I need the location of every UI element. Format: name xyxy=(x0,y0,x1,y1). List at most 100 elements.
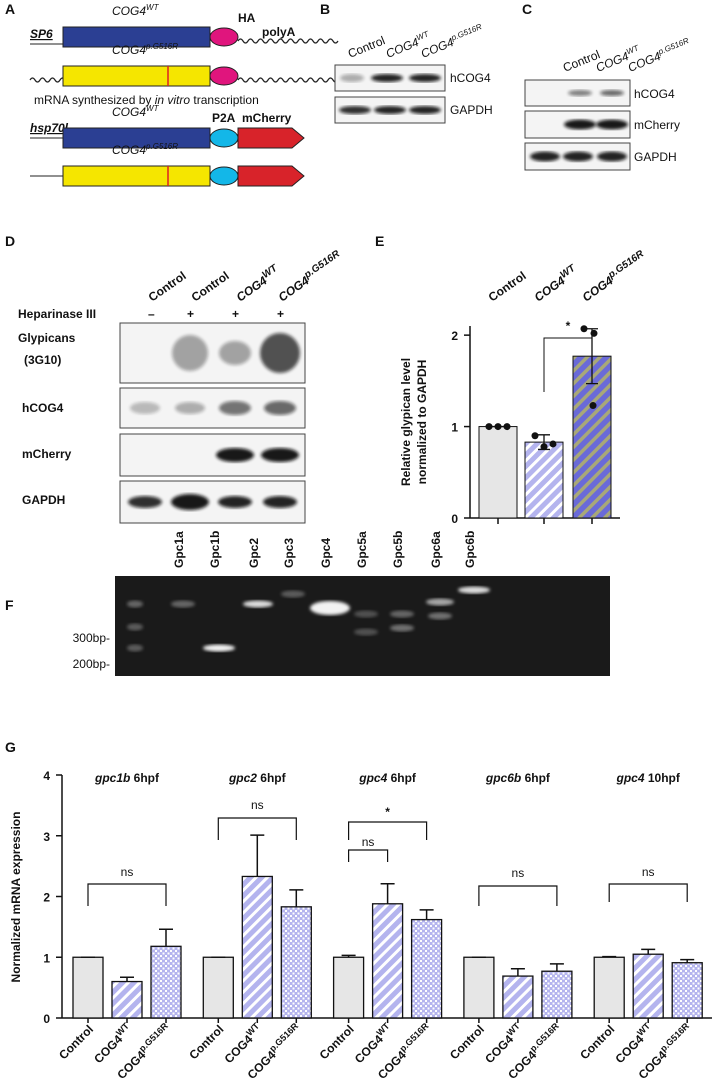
gene-label: COG4WT xyxy=(112,3,160,18)
y-tick-label: 1 xyxy=(43,951,50,965)
text-part: p.G516R xyxy=(137,1020,170,1053)
text-part: Control xyxy=(146,269,189,305)
error-bar xyxy=(380,882,395,904)
bar xyxy=(632,953,664,1019)
band xyxy=(600,90,624,96)
y-tick-label: 2 xyxy=(43,891,50,905)
panel-label: E xyxy=(375,233,384,249)
row-label: (3G10) xyxy=(24,353,61,367)
gel-band xyxy=(127,644,143,652)
error-bar xyxy=(419,909,434,920)
error-bar xyxy=(602,955,617,958)
reporter-arrow xyxy=(237,127,305,149)
gel-band xyxy=(127,600,143,608)
y-axis-label: Relative glypican level xyxy=(399,358,413,486)
text-part: COG4 xyxy=(112,143,146,157)
band xyxy=(339,106,371,114)
band xyxy=(172,335,208,371)
sig-bracket xyxy=(348,849,389,862)
row-label: GAPDH xyxy=(22,493,65,507)
treatment-mark: – xyxy=(148,307,155,321)
lane-label: COG4p.G516R xyxy=(626,36,693,75)
caption: mRNA synthesized by in vitro transcripti… xyxy=(34,93,259,107)
gene-box xyxy=(62,165,211,187)
data-point xyxy=(590,329,598,337)
text-part: p.G516R xyxy=(145,142,178,151)
error-bar xyxy=(159,928,173,947)
gel-band xyxy=(171,600,195,608)
lane-label: Gpc1a xyxy=(172,531,186,568)
data-point xyxy=(485,423,493,431)
text-part: WT xyxy=(146,104,160,113)
y-tick-label: 2 xyxy=(451,329,458,343)
row-label: mCherry xyxy=(634,118,680,132)
sig-bracket xyxy=(217,817,297,840)
lane-label: Gpc5b xyxy=(391,531,405,568)
error-bar xyxy=(250,834,265,877)
bar xyxy=(371,903,404,1019)
lane-label: Gpc5a xyxy=(355,531,369,568)
band xyxy=(409,106,441,114)
bar xyxy=(541,970,573,1019)
lane-label: COG4WT xyxy=(233,262,284,304)
error-bar xyxy=(510,968,525,977)
y-tick-label: 3 xyxy=(43,830,50,844)
band xyxy=(530,151,560,162)
gel-band xyxy=(354,610,378,618)
text-part: COG4 xyxy=(112,43,146,57)
gel-band xyxy=(281,590,305,598)
band xyxy=(409,74,441,82)
gene-label: COG4p.G516R xyxy=(112,142,178,157)
band xyxy=(130,402,160,414)
gel-band xyxy=(203,644,235,652)
error-bar xyxy=(549,963,564,972)
bar xyxy=(410,918,443,1019)
lane-label: Gpc4 xyxy=(319,538,333,568)
reporter-arrow xyxy=(237,165,305,187)
data-point xyxy=(580,325,588,333)
text-part: p.G516R xyxy=(398,1020,431,1053)
text-part: 10hpf xyxy=(645,771,681,785)
lane-label: Control xyxy=(189,269,232,305)
text-part: 6hpf xyxy=(387,771,417,785)
group-title: gpc2 6hpf xyxy=(228,771,287,785)
band xyxy=(564,119,596,130)
bar xyxy=(202,956,234,1019)
panel-label: B xyxy=(320,1,330,17)
text-part: 6hpf xyxy=(130,771,160,785)
text-part: gpc4 xyxy=(616,771,645,785)
text-part: gpc6b xyxy=(485,771,521,785)
promoter: SP6 xyxy=(30,27,53,41)
treatment-mark: + xyxy=(232,307,239,321)
band xyxy=(563,151,593,162)
y-tick-label: 0 xyxy=(451,512,458,526)
row-label: hCOG4 xyxy=(634,87,675,101)
error-bar xyxy=(680,958,695,963)
tag-label: P2A xyxy=(212,111,236,125)
sig-bracket xyxy=(348,821,428,840)
bar xyxy=(671,962,703,1019)
text-part: mRNA synthesized by xyxy=(34,93,155,107)
text-part: p.G516R xyxy=(658,1020,691,1053)
band xyxy=(596,119,628,130)
tag xyxy=(209,128,239,148)
band xyxy=(175,402,205,414)
panel-label: C xyxy=(522,1,532,17)
reporter-label: mCherry xyxy=(242,111,292,125)
bar xyxy=(280,906,312,1019)
bar xyxy=(72,956,104,1019)
x-tick-label: COG4p.G516R xyxy=(579,248,650,304)
lane-label: Gpc2 xyxy=(247,538,261,568)
annotation: ns xyxy=(642,865,655,879)
band xyxy=(216,448,254,462)
band xyxy=(340,74,364,82)
text-part: Control xyxy=(189,269,232,305)
tag xyxy=(209,66,239,86)
text-part: p.G516R xyxy=(302,248,343,281)
text-part: transcription xyxy=(190,93,259,107)
group-title: gpc6b 6hpf xyxy=(485,771,551,785)
gel-band xyxy=(390,624,414,632)
band xyxy=(374,106,406,114)
x-tick-label: Control xyxy=(486,269,529,305)
